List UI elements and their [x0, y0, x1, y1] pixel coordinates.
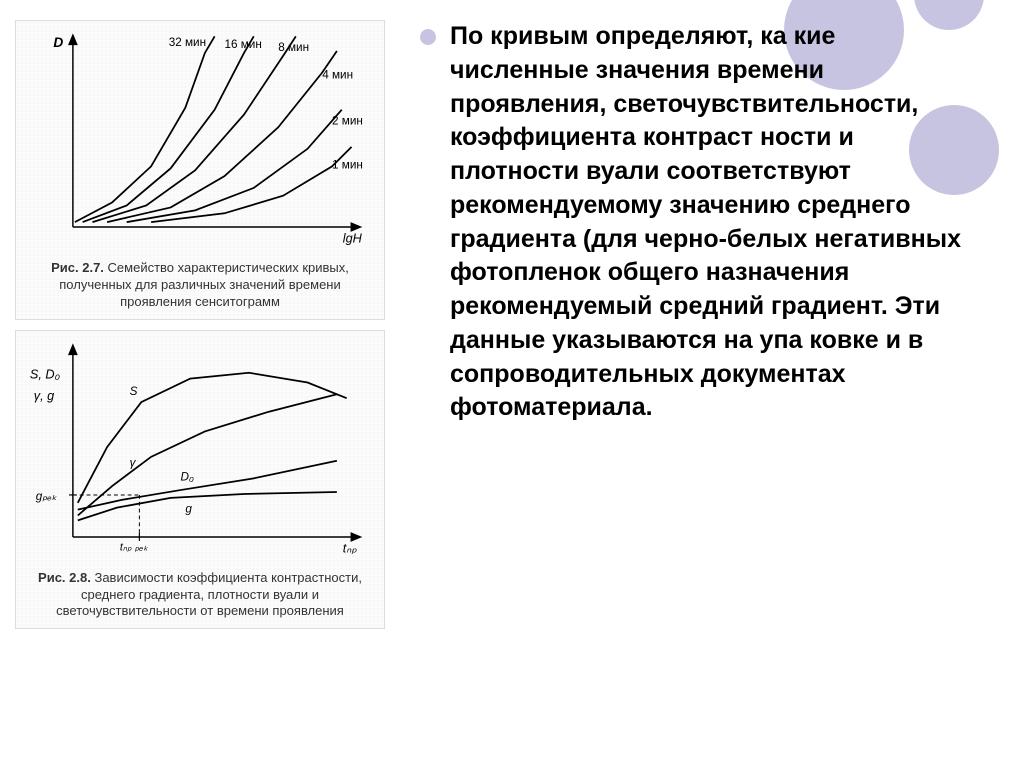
- chart-dependencies: S, D₀ γ, g tₙₚ gₚₑₖ tₙₚ ₚₑₖ SγD₀g: [24, 339, 376, 559]
- y-axis-label-2: γ, g: [34, 388, 54, 403]
- svg-text:1 мин: 1 мин: [332, 158, 363, 171]
- figure-2-8: S, D₀ γ, g tₙₚ gₚₑₖ tₙₚ ₚₑₖ SγD₀g Рис. 2…: [15, 330, 385, 630]
- slide: D lgH 32 мин 16 мин 8 мин 4 мин 2 мин 1 мин Р…: [0, 0, 1024, 768]
- main-paragraph: По кривым определяют, ка кие численные з…: [450, 20, 964, 425]
- text-column: По кривым определяют, ка кие численные з…: [400, 0, 1024, 768]
- t-rec-label: tₙₚ ₚₑₖ: [120, 541, 149, 553]
- figure-number: Рис. 2.7.: [51, 260, 104, 275]
- svg-text:16 мин: 16 мин: [224, 38, 261, 51]
- svg-text:2 мин: 2 мин: [332, 114, 363, 127]
- figure-caption: Рис. 2.7. Семейство характеристических к…: [24, 260, 376, 311]
- g-rec-label: gₚₑₖ: [36, 490, 58, 503]
- bullet-item: По кривым определяют, ка кие численные з…: [420, 20, 964, 425]
- figure-2-7: D lgH 32 мин 16 мин 8 мин 4 мин 2 мин 1 мин Р…: [15, 20, 385, 320]
- y-axis-label-1: S, D₀: [30, 366, 61, 381]
- svg-text:32 мин: 32 мин: [169, 36, 206, 49]
- svg-text:D₀: D₀: [180, 470, 193, 483]
- svg-text:8 мин: 8 мин: [278, 41, 309, 54]
- y-axis-label: D: [53, 35, 63, 50]
- chart-characteristic-curves: D lgH 32 мин 16 мин 8 мин 4 мин 2 мин 1 мин: [24, 29, 376, 249]
- x-axis-label: lgH: [343, 231, 363, 246]
- figure-caption: Рис. 2.8. Зависимости коэффициента контр…: [24, 570, 376, 621]
- x-axis-label: tₙₚ: [343, 540, 358, 555]
- bullet-icon: [420, 29, 436, 45]
- svg-text:4 мин: 4 мин: [322, 68, 353, 81]
- figures-column: D lgH 32 мин 16 мин 8 мин 4 мин 2 мин 1 мин Р…: [0, 0, 400, 768]
- figure-number: Рис. 2.8.: [38, 570, 91, 585]
- svg-text:g: g: [185, 502, 192, 515]
- svg-text:S: S: [130, 385, 138, 398]
- figure-caption-text: Зависимости коэффициента контрастности, …: [56, 570, 362, 619]
